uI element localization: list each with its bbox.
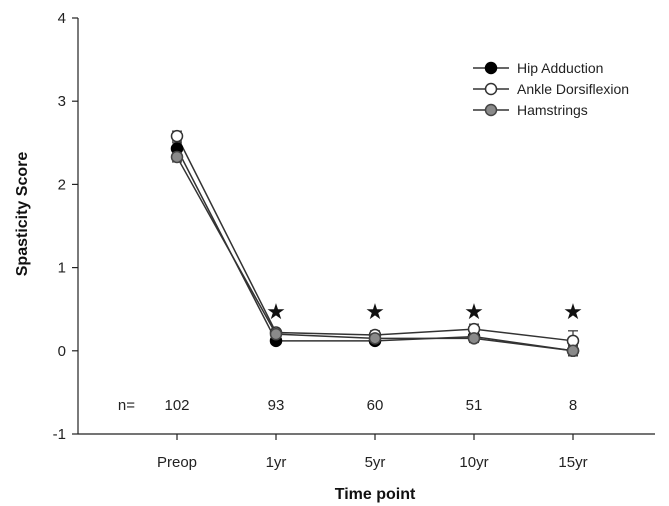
x-tick-label: 15yr <box>558 454 587 471</box>
n-value-label: 60 <box>367 397 384 414</box>
x-axis-title: Time point <box>335 486 416 503</box>
n-value-label: 51 <box>466 397 483 414</box>
annotations: ★ ★ ★ ★ n= 102 93 60 51 8 <box>118 299 583 414</box>
n-prefix-label: n= <box>118 397 135 414</box>
legend-label: Hip Adduction <box>517 60 603 76</box>
data-point <box>467 332 481 345</box>
data-point <box>368 332 382 345</box>
x-tick-label: Preop <box>157 454 197 471</box>
legend-marker <box>484 61 498 75</box>
y-tick-label: 1 <box>58 260 66 277</box>
significance-star: ★ <box>464 299 484 324</box>
n-value-label: 102 <box>164 397 189 414</box>
legend-label: Hamstrings <box>517 102 588 118</box>
n-value-label: 8 <box>569 397 577 414</box>
legend-marker <box>484 103 498 117</box>
significance-star: ★ <box>563 299 583 324</box>
significance-star: ★ <box>365 299 385 324</box>
y-axis-title: Spasticity Score <box>14 152 31 277</box>
data-point <box>170 150 184 164</box>
legend: Hip Adduction Ankle Dorsiflexion Hamstring… <box>473 60 629 118</box>
data-point <box>170 129 184 143</box>
x-tick-label: 10yr <box>459 454 488 471</box>
data-point <box>269 327 283 341</box>
legend-marker <box>484 82 498 96</box>
axes: -1 0 1 2 3 4 Preop 1yr 5yr 10yr 15yr <box>53 10 655 471</box>
x-tick-label: 1yr <box>266 454 287 471</box>
legend-label: Ankle Dorsiflexion <box>517 81 629 97</box>
x-tick-label: 5yr <box>365 454 386 471</box>
significance-star: ★ <box>266 299 286 324</box>
y-tick-label: 2 <box>58 176 66 193</box>
y-tick-label: 0 <box>58 343 66 360</box>
series-layer <box>170 129 580 358</box>
y-tick-label: -1 <box>53 426 66 443</box>
data-point <box>566 344 580 358</box>
n-value-label: 93 <box>268 397 285 414</box>
y-tick-label: 4 <box>58 10 66 27</box>
y-tick-label: 3 <box>58 93 66 110</box>
